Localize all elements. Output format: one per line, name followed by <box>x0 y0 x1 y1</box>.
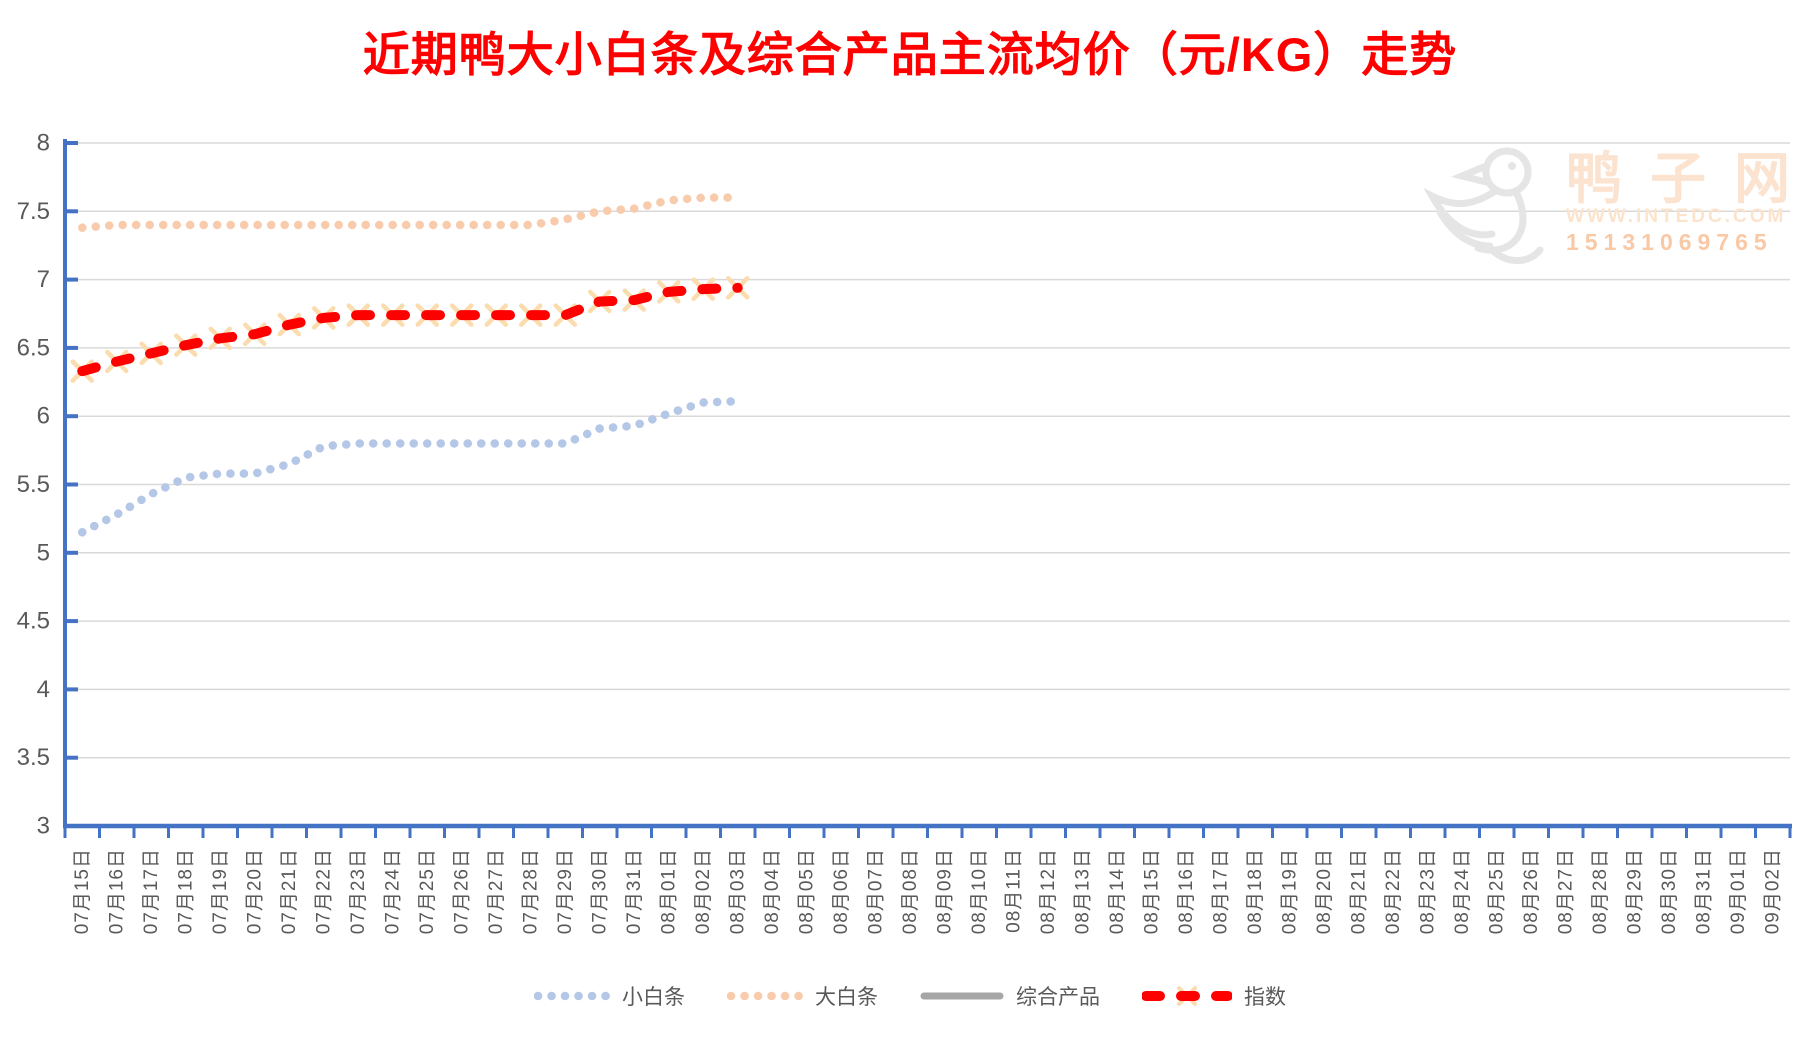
y-axis-label: 7 <box>37 266 50 293</box>
x-axis-label: 09月01日 <box>1728 848 1749 934</box>
x-axis-label: 08月14日 <box>1107 848 1128 934</box>
chart-legend: 小白条 大白条 综合产品 指数 <box>0 981 1820 1011</box>
x-axis-label: 08月01日 <box>658 848 679 934</box>
x-axis-label: 07月28日 <box>520 848 541 934</box>
x-axis-label: 07月18日 <box>175 848 196 934</box>
x-axis-label: 09月02日 <box>1762 848 1783 934</box>
x-axis-label: 07月19日 <box>210 848 231 934</box>
x-axis-label: 08月30日 <box>1659 848 1680 934</box>
x-axis-label: 08月07日 <box>865 848 886 934</box>
y-axis-label: 8 <box>37 130 50 157</box>
x-axis-label: 08月08日 <box>900 848 921 934</box>
legend-swatch-dotted-peach-icon <box>727 991 803 1001</box>
x-axis-label: 08月09日 <box>934 848 955 934</box>
legend-item-xiaobaitiao: 小白条 <box>534 981 685 1011</box>
y-axis-label: 4 <box>37 676 50 703</box>
x-axis-label: 08月03日 <box>727 848 748 934</box>
legend-item-zonghechanpin: 综合产品 <box>920 981 1100 1011</box>
x-axis-label: 08月27日 <box>1555 848 1576 934</box>
series-1-line <box>78 193 742 232</box>
x-axis-label: 08月13日 <box>1072 848 1093 934</box>
legend-swatch-dashed-red-icon <box>1142 986 1232 1006</box>
x-axis-label: 07月17日 <box>141 848 162 934</box>
x-axis-label: 07月16日 <box>106 848 127 934</box>
y-axis-label: 4.5 <box>17 608 50 635</box>
x-axis-label: 08月22日 <box>1383 848 1404 934</box>
x-axis-label: 08月24日 <box>1452 848 1473 934</box>
x-axis-label: 08月17日 <box>1210 848 1231 934</box>
y-axis-label: 6.5 <box>17 334 50 361</box>
y-axis-label: 7.5 <box>17 198 50 225</box>
chart-title: 近期鸭大小白条及综合产品主流均价（元/KG）走势 <box>362 28 1458 81</box>
x-axis-label: 07月20日 <box>244 848 265 934</box>
x-axis-label: 07月25日 <box>417 848 438 934</box>
x-axis-label: 08月31日 <box>1693 848 1714 934</box>
x-axis-label: 08月29日 <box>1624 848 1645 934</box>
y-axis-label: 3 <box>37 813 50 840</box>
x-axis-label: 08月11日 <box>1003 848 1024 933</box>
y-axis-label: 5.5 <box>17 471 50 498</box>
x-axis-label: 07月27日 <box>486 848 507 934</box>
legend-label-xiaobaitiao: 小白条 <box>622 986 685 1009</box>
x-axis-label: 08月20日 <box>1314 848 1335 934</box>
x-axis-label: 08月04日 <box>762 848 783 934</box>
legend-label-zhishu: 指数 <box>1244 986 1286 1009</box>
watermark-phone: 15131069765 <box>1566 229 1773 255</box>
x-axis-label: 08月26日 <box>1521 848 1542 934</box>
legend-label-dabaitiao: 大白条 <box>815 986 878 1009</box>
x-axis-label: 07月24日 <box>382 848 403 934</box>
series-polyline <box>77 282 743 377</box>
series-polyline <box>78 396 742 537</box>
legend-item-zhishu: 指数 <box>1142 981 1286 1011</box>
series-3-line <box>70 276 750 383</box>
legend-swatch-solid-gray-icon <box>920 992 1004 1000</box>
x-axis-label: 07月22日 <box>313 848 334 934</box>
x-axis-label: 08月19日 <box>1279 848 1300 934</box>
x-axis-label: 08月25日 <box>1486 848 1507 934</box>
x-axis-label: 08月10日 <box>969 848 990 934</box>
series-polyline <box>78 193 742 232</box>
x-axis-label: 08月02日 <box>693 848 714 934</box>
x-axis-label: 08月15日 <box>1141 848 1162 934</box>
watermark-website: WWW.INTEDC.COM <box>1566 206 1786 227</box>
x-axis-label: 08月18日 <box>1245 848 1266 934</box>
x-axis-label: 08月28日 <box>1590 848 1611 934</box>
x-axis-label: 08月12日 <box>1038 848 1059 934</box>
x-axis-label: 07月15日 <box>72 848 93 934</box>
x-axis-labels: 07月15日 07月16日 07月17日 07月18日 07月19日 07月20日 07月2… <box>72 848 1784 934</box>
x-axis-label: 08月16日 <box>1176 848 1197 934</box>
x-axis-label: 08月06日 <box>831 848 852 934</box>
x-axis-label: 07月30日 <box>589 848 610 934</box>
series-0-line <box>78 396 742 537</box>
x-axis-label: 08月23日 <box>1417 848 1438 934</box>
x-axis-label: 07月29日 <box>555 848 576 934</box>
x-axis-label: 07月23日 <box>348 848 369 934</box>
legend-swatch-dotted-blue-icon <box>534 991 610 1001</box>
legend-label-zonghechanpin: 综合产品 <box>1016 986 1100 1009</box>
y-axis-label: 6 <box>37 403 50 430</box>
x-axis-label: 07月21日 <box>279 848 300 934</box>
x-axis-label: 08月05日 <box>796 848 817 934</box>
y-axis-label: 3.5 <box>17 744 50 771</box>
x-axis-label: 08月21日 <box>1348 848 1369 934</box>
x-axis-label: 07月31日 <box>624 848 645 934</box>
x-axis-label: 07月26日 <box>451 848 472 934</box>
duck-logo-icon <box>1423 147 1544 264</box>
gridlines <box>65 142 1790 759</box>
legend-item-dabaitiao: 大白条 <box>727 981 878 1011</box>
y-axis-label: 5 <box>37 539 50 566</box>
watermark-brand: 鸭子网 <box>1566 147 1818 210</box>
axes: 8 7.5 7 6.5 6 5.5 5 4.5 4 3.5 3 <box>17 130 1792 840</box>
